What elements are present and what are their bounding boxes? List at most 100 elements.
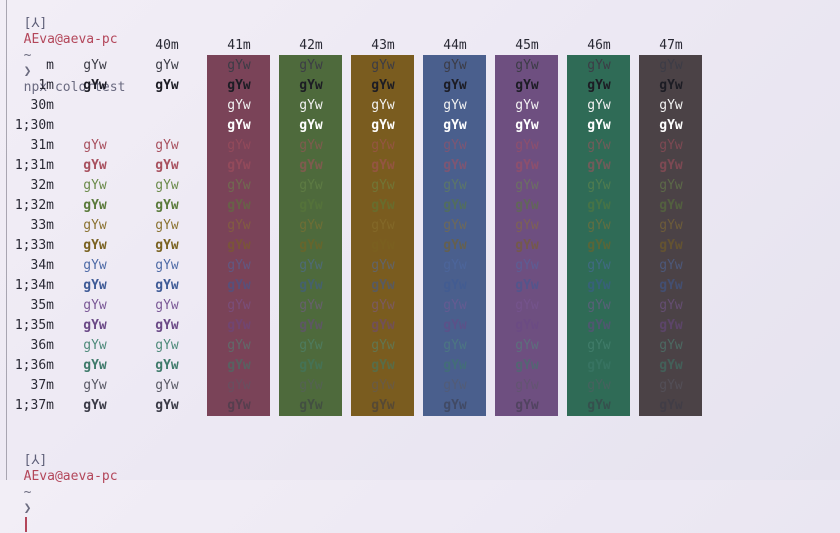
sample-cell: gYw bbox=[515, 198, 539, 213]
sample-cell: gYw bbox=[443, 178, 467, 193]
sample-cell: gYw bbox=[299, 158, 323, 173]
command-prompt-line: [⅄] AEva@aeva-pc ~ ❯ npx colortest bbox=[8, 0, 126, 95]
sample-cell: gYw bbox=[515, 98, 539, 113]
row-label: 34m bbox=[30, 258, 54, 273]
row-label: 31m bbox=[30, 138, 54, 153]
sample-cell: gYw bbox=[299, 378, 323, 393]
text-cursor[interactable] bbox=[24, 517, 27, 532]
sample-cell: gYw bbox=[155, 138, 179, 153]
sample-cell: gYw bbox=[83, 78, 107, 93]
prompt-user-host: AEva@aeva-pc bbox=[23, 469, 118, 484]
sample-cell: gYw bbox=[515, 278, 539, 293]
sample-cell: gYw bbox=[443, 338, 467, 353]
sample-cell: gYw bbox=[155, 218, 179, 233]
row-label: 37m bbox=[30, 378, 54, 393]
sample-cell: gYw bbox=[443, 218, 467, 233]
bg-column-43m bbox=[351, 55, 414, 416]
sample-cell: gYw bbox=[83, 378, 107, 393]
sample-cell: gYw bbox=[443, 198, 467, 213]
sample-cell: gYw bbox=[587, 178, 611, 193]
row-label: 1;35m bbox=[14, 318, 54, 333]
sample-cell: gYw bbox=[443, 398, 467, 413]
sample-cell: gYw bbox=[155, 398, 179, 413]
sample-cell: gYw bbox=[587, 218, 611, 233]
sample-cell: gYw bbox=[299, 298, 323, 313]
sample-cell: gYw bbox=[587, 278, 611, 293]
prompt-directory: ~ bbox=[23, 485, 32, 500]
sample-cell: gYw bbox=[299, 338, 323, 353]
bg-column-45m bbox=[495, 55, 558, 416]
sample-cell: gYw bbox=[371, 158, 395, 173]
sample-cell: gYw bbox=[299, 318, 323, 333]
sample-cell: gYw bbox=[443, 378, 467, 393]
sample-cell: gYw bbox=[299, 98, 323, 113]
prompt-bracket: [⅄] bbox=[23, 453, 48, 468]
sample-cell: gYw bbox=[227, 358, 251, 373]
sample-cell: gYw bbox=[83, 178, 107, 193]
sample-cell: gYw bbox=[659, 278, 683, 293]
sample-cell: gYw bbox=[371, 138, 395, 153]
row-label: 1;36m bbox=[14, 358, 54, 373]
sample-cell: gYw bbox=[83, 338, 107, 353]
sample-cell: gYw bbox=[371, 58, 395, 73]
sample-cell: gYw bbox=[83, 158, 107, 173]
bg-header: 47m bbox=[659, 38, 683, 53]
sample-cell: gYw bbox=[515, 78, 539, 93]
bg-header: 45m bbox=[515, 38, 539, 53]
sample-cell: gYw bbox=[443, 278, 467, 293]
sample-cell: gYw bbox=[443, 158, 467, 173]
sample-cell: gYw bbox=[155, 378, 179, 393]
prompt-user-host: AEva@aeva-pc bbox=[23, 32, 118, 47]
sample-cell: gYw bbox=[299, 278, 323, 293]
sample-cell: gYw bbox=[443, 58, 467, 73]
sample-cell: gYw bbox=[371, 98, 395, 113]
sample-cell: gYw bbox=[515, 318, 539, 333]
sample-cell: gYw bbox=[371, 218, 395, 233]
sample-cell: gYw bbox=[299, 78, 323, 93]
sample-cell: gYw bbox=[227, 178, 251, 193]
row-label: m bbox=[46, 58, 54, 73]
sample-cell: gYw bbox=[155, 298, 179, 313]
row-label: 1m bbox=[38, 78, 54, 93]
prompt-bracket: [⅄] bbox=[23, 16, 48, 31]
sample-cell: gYw bbox=[515, 58, 539, 73]
sample-cell: gYw bbox=[443, 138, 467, 153]
sample-cell: gYw bbox=[515, 238, 539, 253]
sample-cell: gYw bbox=[371, 178, 395, 193]
sample-cell: gYw bbox=[515, 398, 539, 413]
sample-cell: gYw bbox=[659, 138, 683, 153]
sample-cell: gYw bbox=[155, 258, 179, 273]
sample-cell: gYw bbox=[587, 338, 611, 353]
sample-cell: gYw bbox=[443, 238, 467, 253]
sample-cell: gYw bbox=[659, 78, 683, 93]
sample-cell: gYw bbox=[299, 238, 323, 253]
row-label: 1;33m bbox=[14, 238, 54, 253]
sample-cell: gYw bbox=[227, 98, 251, 113]
sample-cell: gYw bbox=[299, 178, 323, 193]
sample-cell: gYw bbox=[659, 218, 683, 233]
sample-cell: gYw bbox=[659, 158, 683, 173]
sample-cell: gYw bbox=[155, 198, 179, 213]
sample-cell: gYw bbox=[515, 298, 539, 313]
sample-cell: gYw bbox=[587, 198, 611, 213]
sample-cell: gYw bbox=[155, 338, 179, 353]
sample-cell: gYw bbox=[443, 318, 467, 333]
sample-cell: gYw bbox=[659, 198, 683, 213]
sample-cell: gYw bbox=[659, 98, 683, 113]
sample-cell: gYw bbox=[83, 238, 107, 253]
sample-cell: gYw bbox=[587, 138, 611, 153]
sample-cell: gYw bbox=[515, 338, 539, 353]
sample-cell: gYw bbox=[587, 318, 611, 333]
bg-header: 46m bbox=[587, 38, 611, 53]
bg-column-41m bbox=[207, 55, 270, 416]
sample-cell: gYw bbox=[587, 158, 611, 173]
sample-cell: gYw bbox=[371, 238, 395, 253]
sample-cell: gYw bbox=[659, 178, 683, 193]
active-prompt-line[interactable]: [⅄] AEva@aeva-pc ~ ❯ bbox=[8, 437, 118, 532]
sample-cell: gYw bbox=[371, 398, 395, 413]
sample-cell: gYw bbox=[659, 318, 683, 333]
sample-cell: gYw bbox=[443, 298, 467, 313]
sample-cell: gYw bbox=[371, 338, 395, 353]
sample-cell: gYw bbox=[155, 58, 179, 73]
sample-cell: gYw bbox=[371, 198, 395, 213]
